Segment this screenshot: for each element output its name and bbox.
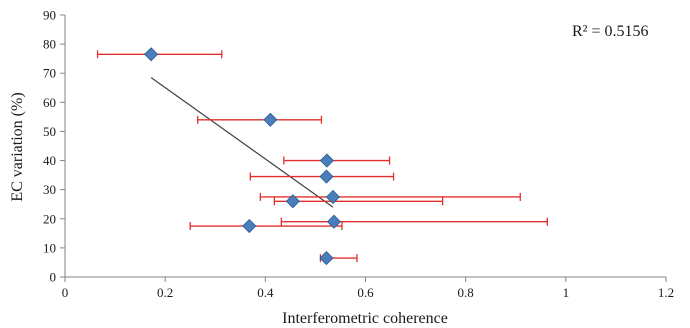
r-squared-annotation: R² = 0.5156 (572, 23, 649, 40)
error-bar (259, 192, 521, 201)
x-tick-label: 1.2 (658, 285, 674, 300)
data-point-diamond (319, 169, 334, 184)
y-tick-label: 30 (43, 182, 56, 197)
error-bar (197, 115, 323, 124)
error-bars (96, 50, 548, 263)
data-point-diamond (325, 189, 341, 205)
x-axis-title: Interferometric coherence (282, 310, 448, 327)
x-tick-label: 0.8 (458, 285, 474, 300)
x-tick-labels: 0 0.2 0.4 0.6 0.8 1 1.2 (62, 285, 674, 300)
y-tick-label: 0 (50, 270, 57, 285)
x-tick-label: 0.4 (257, 285, 274, 300)
data-point-diamond (285, 194, 300, 209)
data-point-diamond (326, 214, 342, 229)
x-tick-label: 0.6 (357, 285, 374, 300)
axes (60, 14, 667, 282)
y-tick-label: 80 (43, 37, 56, 52)
data-point-diamond (319, 153, 335, 168)
y-tick-label: 50 (43, 124, 56, 139)
x-tick-label: 0.2 (157, 285, 173, 300)
trendline-group (150, 77, 334, 208)
x-tick-label: 0 (62, 285, 69, 300)
y-tick-labels: 0 10 20 30 40 50 60 70 80 90 (43, 8, 56, 285)
y-tick-label: 90 (43, 8, 56, 23)
y-tick-label: 10 (43, 240, 56, 255)
y-tick-label: 20 (43, 211, 56, 226)
error-bar (280, 217, 548, 226)
error-bar (189, 222, 343, 231)
y-tick-label: 40 (43, 153, 56, 168)
x-tick-label: 1 (563, 285, 570, 300)
trendline (150, 77, 334, 208)
data-point-diamond (319, 251, 334, 266)
error-bar (273, 197, 444, 206)
error-bar (283, 156, 391, 165)
data-points (144, 47, 342, 266)
y-tick-label: 70 (43, 66, 56, 81)
data-point-diamond (144, 47, 159, 62)
y-axis-title: EC variation (%) (9, 92, 26, 201)
error-bar (96, 50, 223, 59)
y-tick-label: 60 (43, 95, 56, 110)
data-point-diamond (242, 218, 257, 234)
data-point-diamond (263, 112, 278, 127)
